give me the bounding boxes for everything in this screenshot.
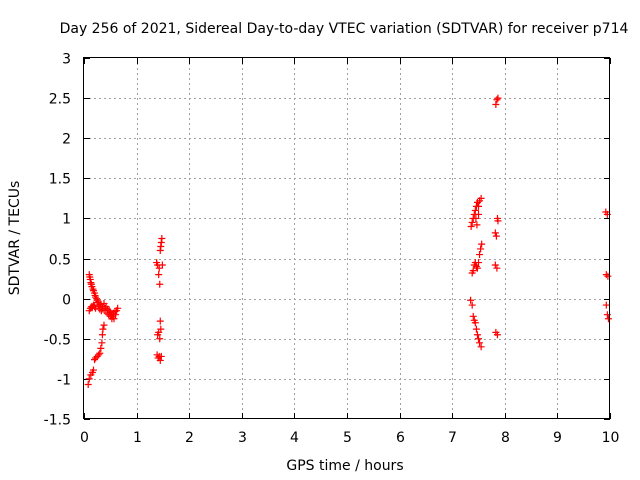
data-point — [156, 280, 164, 288]
data-point — [493, 96, 501, 104]
data-point — [477, 245, 485, 253]
data-point — [105, 311, 113, 319]
data-point — [604, 315, 612, 323]
data-point — [468, 218, 476, 226]
data-point — [475, 335, 482, 343]
data-point — [158, 235, 166, 242]
x-tick-label: 3 — [238, 430, 247, 446]
plot-frame — [83, 57, 610, 419]
data-point — [95, 351, 103, 359]
data-point — [471, 206, 479, 214]
x-tick-label: 4 — [290, 430, 299, 446]
data-point — [155, 271, 163, 279]
data-point — [604, 272, 612, 280]
data-point — [92, 304, 100, 312]
data-point — [477, 194, 485, 202]
data-point — [494, 94, 502, 102]
data-point — [111, 308, 119, 316]
data-point — [475, 210, 482, 218]
y-tick-label: 0.5 — [49, 253, 71, 269]
data-point — [156, 356, 164, 364]
data-point — [92, 354, 100, 362]
data-point — [472, 325, 480, 333]
x-tick-labels: 0 1 2 3 4 5 6 7 8 9 10 — [80, 430, 619, 446]
x-tick-label: 10 — [602, 430, 620, 446]
data-point — [85, 375, 93, 383]
data-point — [477, 343, 485, 351]
data-point — [492, 101, 500, 109]
chart-title: Day 256 of 2021, Sidereal Day-to-day VTE… — [60, 21, 629, 37]
data-point — [491, 229, 499, 237]
data-point — [476, 339, 484, 347]
data-point — [478, 240, 486, 248]
data-point — [97, 344, 105, 352]
y-tick-label: 2.5 — [49, 92, 71, 108]
grid — [84, 58, 610, 419]
data-point — [96, 349, 104, 357]
data-point — [89, 366, 97, 374]
data-point — [493, 331, 501, 339]
data-point — [157, 352, 165, 360]
data-point — [476, 251, 484, 259]
data-point — [493, 264, 501, 272]
data-point — [99, 325, 107, 333]
data-point — [157, 325, 165, 333]
data-point — [475, 259, 482, 267]
data-point — [98, 339, 106, 347]
data-point — [158, 261, 166, 269]
x-tick-label: 0 — [80, 430, 89, 446]
x-tick-label: 7 — [448, 430, 457, 446]
x-tick-label: 6 — [396, 430, 405, 446]
x-tick-label: 9 — [553, 430, 562, 446]
y-tick-label: -1 — [57, 373, 71, 389]
data-point — [492, 232, 500, 240]
x-axis-label: GPS time / hours — [286, 458, 403, 474]
data-point — [473, 221, 481, 229]
x-tick-label: 5 — [343, 430, 352, 446]
data-point — [467, 296, 475, 304]
y-tick-label: 2 — [62, 132, 71, 148]
data-point — [92, 293, 100, 301]
data-point — [471, 319, 479, 327]
y-axis-label: SDTVAR / TECUs — [7, 181, 23, 296]
data-point — [472, 214, 480, 222]
y-tick-label: 1.5 — [49, 172, 71, 188]
data-point — [468, 301, 476, 309]
data-point — [494, 217, 502, 225]
data-point — [100, 321, 108, 329]
data-point — [473, 331, 481, 339]
data-point — [469, 267, 477, 275]
data-point — [602, 301, 610, 309]
y-tick-label: 1 — [62, 212, 71, 228]
y-tick-label: -0.5 — [44, 333, 71, 349]
data-point — [491, 261, 499, 269]
data-point — [84, 381, 92, 389]
data-point — [475, 202, 482, 210]
y-tick-label: 3 — [62, 52, 71, 68]
y-tick-labels: -1.5 -1 -0.5 0 0.5 1 1.5 2 2.5 3 — [44, 52, 71, 429]
x-tick-label: 1 — [133, 430, 142, 446]
data-point — [469, 312, 477, 320]
data-point — [103, 309, 111, 317]
x-tick-label: 8 — [501, 430, 510, 446]
data-point — [473, 264, 481, 272]
data-point — [108, 315, 116, 323]
data-point — [156, 317, 164, 325]
y-tick-label: -1.5 — [44, 413, 71, 429]
y-tick-label: 0 — [62, 293, 71, 309]
data-point — [156, 335, 164, 343]
data-point — [602, 271, 610, 279]
data-point — [109, 309, 117, 317]
data-point — [155, 264, 163, 272]
data-point — [472, 263, 480, 271]
x-tick-label: 2 — [185, 430, 194, 446]
data-points — [84, 94, 612, 389]
data-point — [467, 222, 475, 230]
